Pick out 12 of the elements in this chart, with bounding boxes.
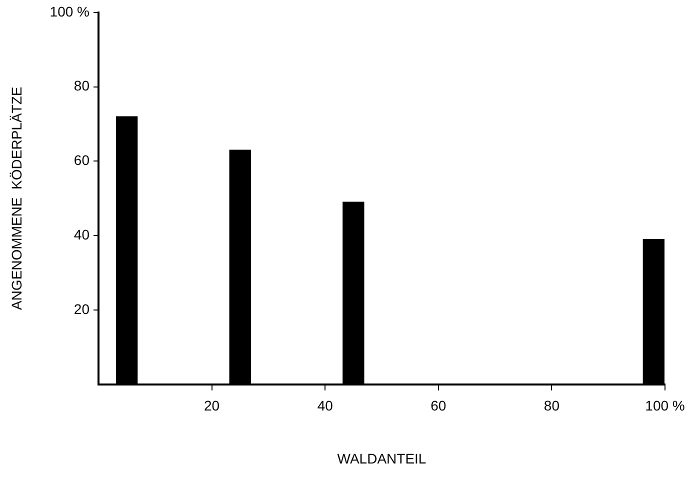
x-tick-label: 80 [544,398,560,414]
x-tick-label: 100 % [645,398,685,414]
x-axis-title: WALDANTEIL [337,450,426,466]
y-tick-label: 40 [74,226,90,242]
x-tick-label: 40 [317,398,334,414]
y-axis-title: ANGENOMMENE KÖDERPLÄTZE [8,86,24,310]
y-tick-label: 60 [74,152,90,168]
x-tick-label: 20 [204,398,220,414]
y-tick-label: 80 [74,78,90,94]
y-tick-label: 100 % [50,3,90,20]
x-tick-label: 60 [430,398,446,414]
y-tick-label: 20 [74,300,90,317]
